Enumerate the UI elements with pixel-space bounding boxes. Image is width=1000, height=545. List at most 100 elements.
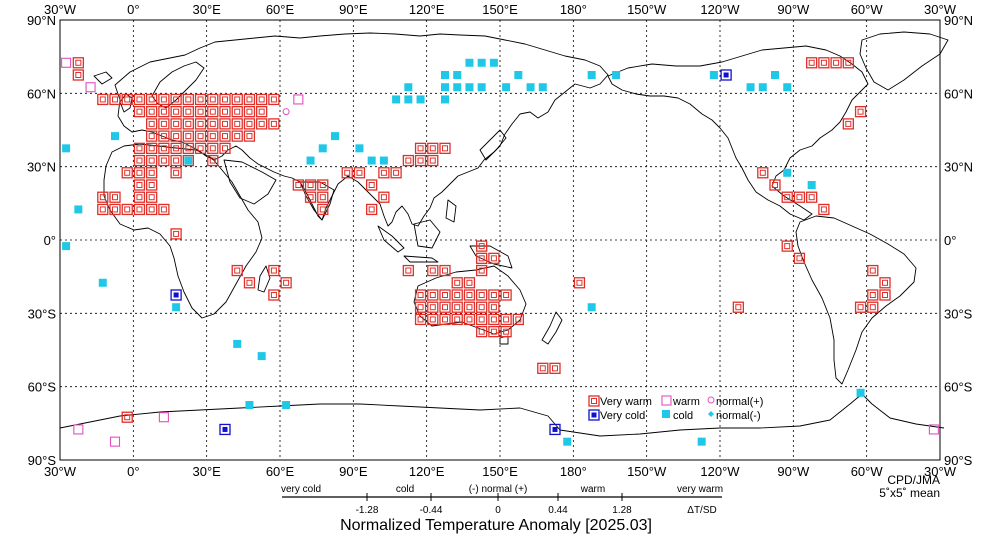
very-warm-marker-inner <box>99 96 106 103</box>
very-warm-marker <box>451 313 463 326</box>
bottom-lon-label: 90°E <box>339 464 368 479</box>
very-warm-marker-inner <box>283 279 290 286</box>
very-warm-marker-inner <box>148 108 155 115</box>
very-warm-marker-inner <box>820 206 827 213</box>
very-warm-marker-inner <box>307 182 314 188</box>
very-warm-marker <box>793 252 806 264</box>
very-warm-marker <box>194 106 207 118</box>
legend-very-cold-label: Very cold <box>600 410 645 422</box>
very-warm-marker-inner <box>845 120 852 127</box>
very-warm-marker-inner <box>197 120 204 127</box>
very-warm-marker-inner <box>429 304 436 311</box>
very-warm-marker-inner <box>136 96 143 103</box>
very-warm-marker-inner <box>173 157 180 164</box>
very-warm-marker <box>243 118 256 130</box>
cold-marker <box>771 71 779 79</box>
very-warm-marker-inner <box>160 96 167 103</box>
india-outline <box>299 181 335 221</box>
top-lon-label: 150°E <box>482 2 518 17</box>
very-warm-marker <box>427 154 439 167</box>
very-warm-marker <box>451 301 463 313</box>
very-warm-marker-inner <box>429 157 436 164</box>
legend-warm-symbol <box>661 395 672 406</box>
very-warm-marker-inner <box>319 206 326 213</box>
very-warm-marker-inner <box>429 267 436 274</box>
very-warm-marker <box>256 106 268 118</box>
scale-tick-label-2: -0.44 <box>420 505 443 516</box>
very-warm-marker <box>427 142 439 154</box>
bottom-lon-label: 0° <box>127 464 139 479</box>
cold-marker <box>184 156 193 165</box>
very-warm-marker-inner <box>356 169 363 176</box>
warm-marker <box>73 424 84 435</box>
very-warm-marker-inner <box>576 279 583 286</box>
very-warm-marker <box>414 313 427 326</box>
very-warm-marker <box>146 118 158 130</box>
very-warm-marker-inner <box>442 267 448 274</box>
very-warm-marker-inner <box>380 169 387 176</box>
very-warm-marker <box>158 142 170 154</box>
very-warm-marker <box>133 179 146 191</box>
bottom-lon-label: 120°E <box>409 464 445 479</box>
very-warm-marker-inner <box>454 292 461 298</box>
very-warm-marker <box>231 130 243 142</box>
very-warm-marker <box>170 167 182 179</box>
very-warm-marker-inner <box>75 59 82 66</box>
scale-tick-label-5: 1.28 <box>612 505 632 516</box>
very-warm-marker <box>182 118 194 130</box>
top-lon-label: 120°E <box>409 2 445 17</box>
resolution-label: 5˚x5˚ mean <box>879 486 940 500</box>
very-warm-marker-inner <box>478 328 485 335</box>
very-warm-marker-inner <box>478 292 485 298</box>
very-warm-marker <box>476 326 488 338</box>
very-warm-marker-inner <box>234 108 241 115</box>
cold-marker <box>856 388 865 397</box>
very-warm-marker <box>781 240 793 252</box>
very-warm-marker-inner <box>454 279 461 286</box>
very-warm-marker-inner <box>735 304 742 311</box>
very-warm-marker <box>97 191 109 203</box>
very-warm-marker <box>170 106 182 118</box>
cold-marker <box>538 83 547 92</box>
very-warm-marker <box>549 362 561 374</box>
top-lon-label: 30°W <box>44 2 77 17</box>
very-warm-marker <box>769 179 781 191</box>
scale-tick-label-1: -1.28 <box>356 505 379 516</box>
very-warm-marker <box>463 277 476 289</box>
very-warm-marker-inner <box>490 316 497 323</box>
very-warm-marker-inner <box>270 292 277 298</box>
very-warm-marker <box>146 154 158 167</box>
very-warm-marker-inner <box>148 182 155 188</box>
very-warm-marker <box>488 326 500 338</box>
very-warm-marker-inner <box>209 120 216 127</box>
cold-marker <box>783 83 792 92</box>
very-warm-marker <box>366 179 378 191</box>
very-warm-marker <box>170 142 182 154</box>
cold-marker <box>233 339 242 348</box>
very-warm-marker-inner <box>185 108 192 115</box>
cold-marker <box>98 278 107 287</box>
legend-very-warm-symbol-inner <box>591 398 597 404</box>
very-warm-marker <box>427 289 439 301</box>
very-warm-marker <box>146 167 158 179</box>
very-warm-marker <box>476 264 488 277</box>
very-warm-marker <box>414 154 427 167</box>
very-warm-marker <box>207 93 219 106</box>
top-longitude-labels: 30°W 0° 30°E 60°E 90°E 120°E 150°E 180° 150°W 120… <box>44 2 957 17</box>
very-warm-marker-inner <box>869 292 876 298</box>
cold-marker <box>392 95 401 104</box>
very-warm-marker <box>146 203 158 216</box>
very-warm-marker-inner <box>246 108 253 115</box>
very-warm-marker-inner <box>869 304 876 311</box>
very-warm-marker-inner <box>454 304 461 311</box>
very-warm-marker-inner <box>393 169 400 176</box>
cold-marker <box>355 144 364 153</box>
cold-marker <box>62 242 71 251</box>
very-warm-marker-inner <box>234 120 241 127</box>
very-warm-marker-inner <box>148 194 155 201</box>
very-cold-marker-inner <box>723 72 729 78</box>
scale-cat-very-warm: very warm <box>677 484 723 495</box>
left-lat-label: 30°N <box>27 160 56 175</box>
very-warm-marker <box>231 106 243 118</box>
